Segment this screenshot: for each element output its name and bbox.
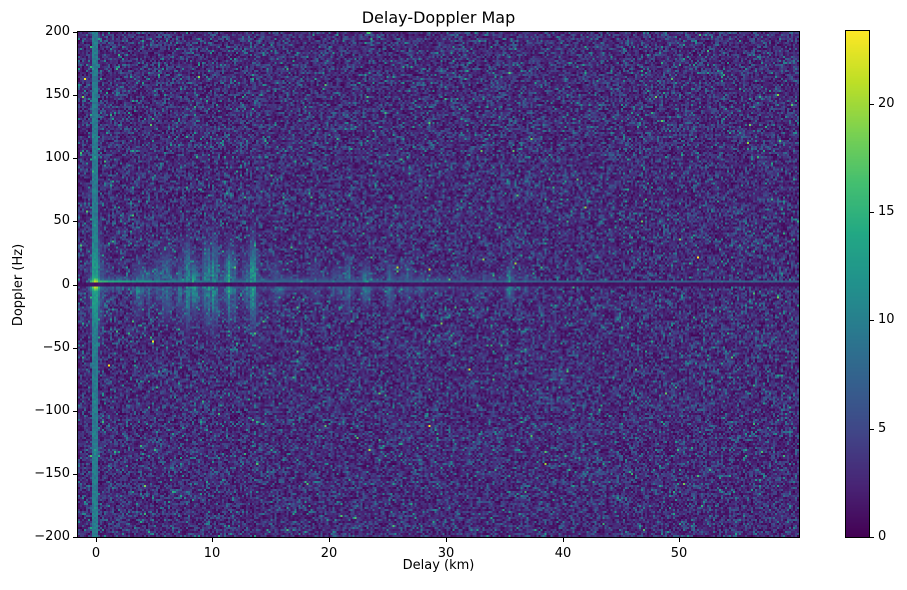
y-tick-label: 0 bbox=[61, 277, 70, 292]
y-tick-mark bbox=[73, 411, 77, 412]
y-tick-mark bbox=[73, 32, 77, 33]
chart-title: Delay-Doppler Map bbox=[361, 8, 516, 27]
plot-area-border bbox=[77, 31, 800, 538]
x-tick-label: 40 bbox=[554, 546, 572, 561]
y-tick-label: 150 bbox=[45, 87, 70, 102]
x-tick-label: 0 bbox=[91, 546, 101, 561]
x-axis-label: Delay (km) bbox=[402, 558, 475, 573]
y-tick-label: 200 bbox=[45, 24, 70, 39]
y-tick-mark bbox=[73, 285, 77, 286]
y-tick-label: −50 bbox=[42, 340, 70, 355]
colorbar-canvas bbox=[846, 31, 869, 537]
x-tick-mark bbox=[679, 538, 680, 542]
y-tick-label: −150 bbox=[34, 466, 70, 481]
y-tick-mark bbox=[73, 348, 77, 349]
x-tick-mark bbox=[563, 538, 564, 542]
y-tick-mark bbox=[73, 95, 77, 96]
heatmap-canvas bbox=[78, 32, 799, 537]
colorbar-tick-label: 5 bbox=[878, 421, 887, 436]
colorbar-tick-mark bbox=[870, 212, 874, 213]
y-tick-label: −200 bbox=[34, 529, 70, 544]
y-tick-label: 100 bbox=[45, 150, 70, 165]
x-tick-mark bbox=[329, 538, 330, 542]
colorbar-tick-label: 0 bbox=[878, 529, 887, 544]
x-tick-label: 20 bbox=[320, 546, 338, 561]
colorbar-tick-label: 15 bbox=[878, 204, 895, 219]
x-tick-mark bbox=[212, 538, 213, 542]
colorbar-border bbox=[845, 30, 870, 538]
x-tick-label: 30 bbox=[437, 546, 455, 561]
y-tick-label: −100 bbox=[34, 403, 70, 418]
x-tick-mark bbox=[446, 538, 447, 542]
x-tick-label: 50 bbox=[670, 546, 688, 561]
colorbar-tick-mark bbox=[870, 537, 874, 538]
colorbar-tick-mark bbox=[870, 320, 874, 321]
y-tick-mark bbox=[73, 474, 77, 475]
y-tick-mark bbox=[73, 158, 77, 159]
x-tick-mark bbox=[96, 538, 97, 542]
y-tick-mark bbox=[73, 221, 77, 222]
colorbar-tick-mark bbox=[870, 104, 874, 105]
y-tick-mark bbox=[73, 537, 77, 538]
y-tick-label: 50 bbox=[53, 213, 70, 228]
colorbar-tick-label: 10 bbox=[878, 312, 895, 327]
colorbar-tick-label: 20 bbox=[878, 96, 895, 111]
y-axis-label: Doppler (Hz) bbox=[11, 243, 26, 326]
colorbar-tick-mark bbox=[870, 429, 874, 430]
x-tick-label: 10 bbox=[203, 546, 221, 561]
